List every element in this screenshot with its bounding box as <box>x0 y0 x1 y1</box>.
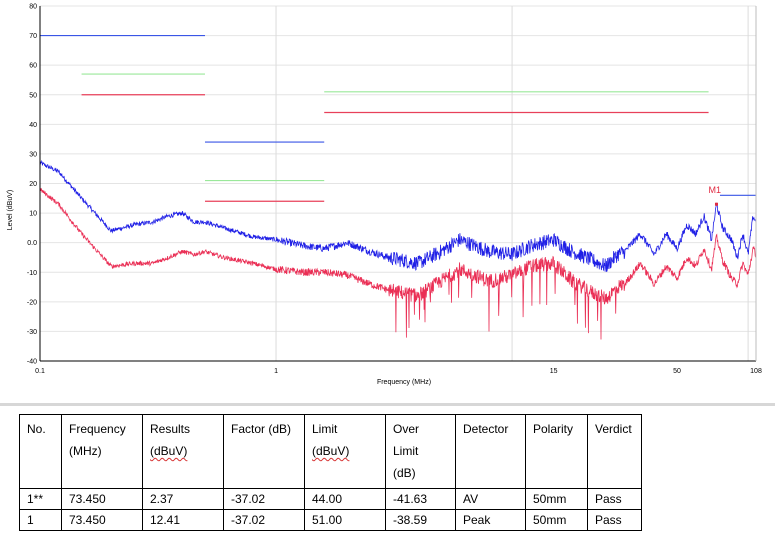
marker-point <box>714 202 718 206</box>
header-polarity: Polarity <box>525 414 588 489</box>
trace-line <box>39 188 757 340</box>
y-axis-label: Level (dBuV) <box>7 190 14 230</box>
y-tick-label: 0.0 <box>27 240 37 247</box>
cell-no: 1** <box>19 488 62 510</box>
header-no: No. <box>19 414 62 489</box>
y-tick-label: 70 <box>29 33 37 40</box>
x-tick-label: 50 <box>673 368 681 375</box>
cell-frequency: 73.450 <box>61 488 143 510</box>
y-tick-label: 40 <box>29 122 37 129</box>
x-tick-label: 1 <box>274 368 278 375</box>
header-results: Results (dBuV) <box>142 414 224 489</box>
tick-labels: -40 -30 -20 -10 0.0 10 20 30 40 50 60 70 80 0.1 1 15 50 1… <box>27 4 762 376</box>
cell-over-limit: -41.63 <box>385 488 456 510</box>
header-verdict: Verdict <box>587 414 642 489</box>
x-tick-label: 0.1 <box>35 368 45 375</box>
header-factor: Factor (dB) <box>223 414 305 489</box>
y-tick-label: 50 <box>29 92 37 99</box>
cell-limit: 44.00 <box>304 488 386 510</box>
cell-verdict: Pass <box>587 509 642 531</box>
table-header-row: No. Frequency (MHz) Results (dBuV) Factor … <box>19 414 642 489</box>
trace-line <box>39 159 757 272</box>
header-over-limit: Over Limit (dB) <box>385 414 456 489</box>
y-tick-label: 20 <box>29 181 37 188</box>
emission-chart: -40 -30 -20 -10 0.0 10 20 30 40 50 60 70 80 0.1 1 15 50 1… <box>7 4 762 387</box>
cell-results: 12.41 <box>142 509 224 531</box>
cell-polarity: 50mm <box>525 488 588 510</box>
y-tick-label: -40 <box>27 359 37 366</box>
limit-lines <box>40 34 756 202</box>
cell-detector: Peak <box>455 509 526 531</box>
axes <box>39 6 757 362</box>
x-axis-label: Frequency (MHz) <box>377 379 431 386</box>
data-series <box>39 159 757 340</box>
cell-over-limit: -38.59 <box>385 509 456 531</box>
table-row: 1 73.450 12.41 -37.02 51.00 -38.59 Peak … <box>19 509 642 531</box>
y-tick-label: 10 <box>29 211 37 218</box>
y-tick-label: 30 <box>29 151 37 158</box>
y-tick-label: -20 <box>27 299 37 306</box>
grid <box>40 5 756 362</box>
x-tick-label: 15 <box>550 368 558 375</box>
header-limit: Limit (dBuV) <box>304 414 386 489</box>
header-frequency: Frequency (MHz) <box>61 414 143 489</box>
header-detector: Detector <box>455 414 526 489</box>
cell-factor: -37.02 <box>223 488 305 510</box>
separator <box>0 403 775 406</box>
cell-factor: -37.02 <box>223 509 305 531</box>
y-tick-label: -30 <box>27 329 37 336</box>
cell-frequency: 73.450 <box>61 509 143 531</box>
marker-label-m1: M1 <box>708 185 721 195</box>
cell-polarity: 50mm <box>525 509 588 531</box>
cell-results: 2.37 <box>142 488 224 510</box>
y-tick-label: -10 <box>27 270 37 277</box>
cell-no: 1 <box>19 509 62 531</box>
results-table: No. Frequency (MHz) Results (dBuV) Factor … <box>19 414 642 531</box>
y-tick-label: 80 <box>29 4 37 11</box>
cell-verdict: Pass <box>587 488 642 510</box>
y-tick-label: 60 <box>29 63 37 70</box>
cell-limit: 51.00 <box>304 509 386 531</box>
cell-detector: AV <box>455 488 526 510</box>
table-row: 1** 73.450 2.37 -37.02 44.00 -41.63 AV 5… <box>19 488 642 510</box>
x-tick-label: 108 <box>750 368 762 375</box>
